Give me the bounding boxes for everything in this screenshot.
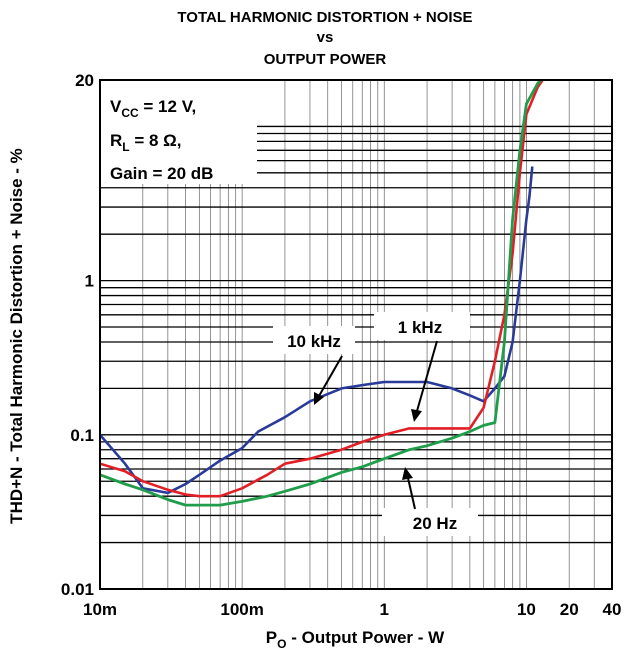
x-tick-label: 100m xyxy=(220,600,263,619)
annotation-1khz-arrowhead xyxy=(411,409,422,422)
plot-frame xyxy=(99,79,613,590)
series-lines xyxy=(100,80,545,507)
y-tick-label: 0.01 xyxy=(61,580,94,599)
series-line-20-hz xyxy=(100,80,543,507)
x-tick-label: 20 xyxy=(560,600,579,619)
conditions-box: VCC = 12 V, RL = 8 Ω, Gain = 20 dB xyxy=(101,81,257,184)
x-tick-label: 40 xyxy=(603,600,622,619)
x-tick-label: 10 xyxy=(517,600,536,619)
annotation-20hz-background xyxy=(382,508,478,536)
annotation-20hz-arrowhead xyxy=(402,467,413,480)
chart-title-line-1: TOTAL HARMONIC DISTORTION + NOISE xyxy=(177,9,472,26)
x-axis-label: PO - Output Power - W xyxy=(266,628,445,651)
annotation-10khz-arrow xyxy=(318,355,343,397)
condition-gain: Gain = 20 dB xyxy=(110,164,213,183)
series-line-10-khz xyxy=(100,166,534,495)
annotation-1khz-background xyxy=(374,312,470,340)
annotation-10khz-arrowhead xyxy=(314,392,324,405)
y-tick-label: 1 xyxy=(85,272,94,291)
annotation-20hz-label: 20 Hz xyxy=(413,514,457,533)
condition-rl: RL = 8 Ω, xyxy=(110,131,182,154)
annotation-20hz-arrow xyxy=(407,477,416,510)
annotation-1khz: 1 kHz xyxy=(374,312,470,422)
y-tick-label: 20 xyxy=(75,71,94,90)
condition-vcc: VCC = 12 V, xyxy=(110,97,196,120)
y-axis-label: THD+N - Total Harmonic Distortion + Nois… xyxy=(7,148,26,524)
series-line-1-khz xyxy=(100,80,545,498)
x-tick-label: 10m xyxy=(83,600,117,619)
conditions-background xyxy=(101,81,257,184)
tick-labels: 10m 100m 1 10 20 40 0.01 0.1 1 20 xyxy=(61,71,622,619)
x-tick-label: 1 xyxy=(380,600,389,619)
chart-title-line-2: vs xyxy=(317,29,334,46)
annotation-1khz-label: 1 kHz xyxy=(398,318,442,337)
annotation-10khz: 10 kHz xyxy=(273,326,355,405)
annotation-20hz: 20 Hz xyxy=(382,467,478,536)
y-tick-label: 0.1 xyxy=(70,426,94,445)
annotation-10khz-label: 10 kHz xyxy=(287,332,341,351)
annotation-10khz-background xyxy=(273,326,355,354)
annotation-1khz-arrow xyxy=(416,340,438,412)
chart-title-line-3: OUTPUT POWER xyxy=(264,51,387,68)
